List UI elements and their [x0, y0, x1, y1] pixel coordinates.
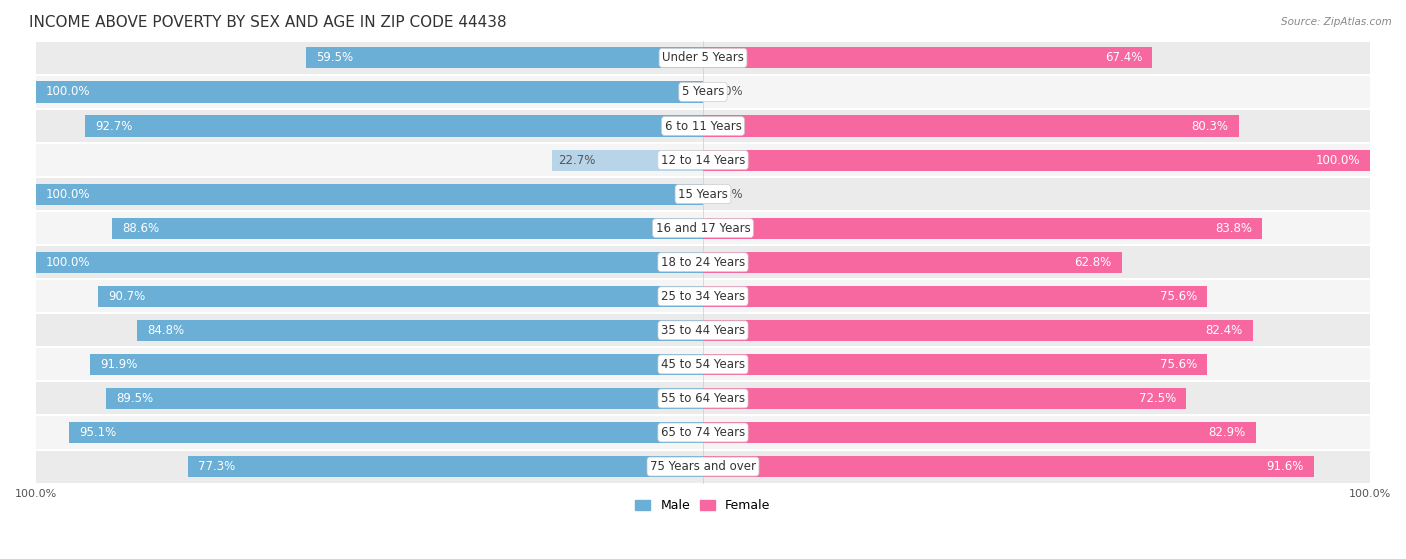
- Text: 91.9%: 91.9%: [100, 358, 138, 371]
- Text: 15 Years: 15 Years: [678, 188, 728, 201]
- Bar: [703, 149, 1369, 170]
- Bar: [703, 217, 1261, 239]
- Text: 100.0%: 100.0%: [1316, 154, 1360, 167]
- Bar: [37, 109, 1369, 143]
- Text: 92.7%: 92.7%: [94, 120, 132, 132]
- Text: 83.8%: 83.8%: [1215, 222, 1251, 235]
- Text: 25 to 34 Years: 25 to 34 Years: [661, 290, 745, 303]
- Bar: [84, 116, 703, 136]
- Text: 88.6%: 88.6%: [122, 222, 159, 235]
- Bar: [37, 280, 1369, 313]
- Text: 72.5%: 72.5%: [1139, 392, 1177, 405]
- Text: 67.4%: 67.4%: [1105, 51, 1143, 64]
- Bar: [90, 354, 703, 375]
- Text: INCOME ABOVE POVERTY BY SEX AND AGE IN ZIP CODE 44438: INCOME ABOVE POVERTY BY SEX AND AGE IN Z…: [30, 15, 508, 30]
- Bar: [703, 388, 1187, 409]
- Bar: [37, 211, 1369, 245]
- Bar: [703, 354, 1208, 375]
- Text: 77.3%: 77.3%: [197, 460, 235, 473]
- Bar: [37, 347, 1369, 381]
- Text: 90.7%: 90.7%: [108, 290, 145, 303]
- Text: Under 5 Years: Under 5 Years: [662, 51, 744, 64]
- Text: Source: ZipAtlas.com: Source: ZipAtlas.com: [1281, 17, 1392, 27]
- Text: 65 to 74 Years: 65 to 74 Years: [661, 426, 745, 439]
- Bar: [69, 422, 703, 443]
- Bar: [551, 149, 703, 170]
- Bar: [703, 48, 1153, 68]
- Text: 82.9%: 82.9%: [1209, 426, 1246, 439]
- Text: 62.8%: 62.8%: [1074, 255, 1112, 269]
- Text: 12 to 14 Years: 12 to 14 Years: [661, 154, 745, 167]
- Bar: [37, 245, 1369, 280]
- Text: 0.0%: 0.0%: [713, 188, 742, 201]
- Text: 84.8%: 84.8%: [148, 324, 184, 337]
- Text: 5 Years: 5 Years: [682, 86, 724, 98]
- Bar: [307, 48, 703, 68]
- Bar: [37, 313, 1369, 347]
- Text: 80.3%: 80.3%: [1191, 120, 1229, 132]
- Text: 82.4%: 82.4%: [1205, 324, 1243, 337]
- Text: 59.5%: 59.5%: [316, 51, 353, 64]
- Bar: [37, 41, 1369, 75]
- Text: 100.0%: 100.0%: [46, 86, 90, 98]
- Text: 75 Years and over: 75 Years and over: [650, 460, 756, 473]
- Text: 95.1%: 95.1%: [79, 426, 117, 439]
- Text: 91.6%: 91.6%: [1267, 460, 1303, 473]
- Bar: [703, 422, 1256, 443]
- Bar: [37, 177, 1369, 211]
- Text: 35 to 44 Years: 35 to 44 Years: [661, 324, 745, 337]
- Bar: [37, 143, 1369, 177]
- Text: 75.6%: 75.6%: [1160, 290, 1197, 303]
- Text: 6 to 11 Years: 6 to 11 Years: [665, 120, 741, 132]
- Bar: [703, 286, 1208, 307]
- Text: 89.5%: 89.5%: [117, 392, 153, 405]
- Bar: [105, 388, 703, 409]
- Text: 45 to 54 Years: 45 to 54 Years: [661, 358, 745, 371]
- Bar: [98, 286, 703, 307]
- Bar: [37, 381, 1369, 415]
- Bar: [187, 456, 703, 477]
- Text: 100.0%: 100.0%: [46, 188, 90, 201]
- Bar: [37, 82, 703, 102]
- Text: 18 to 24 Years: 18 to 24 Years: [661, 255, 745, 269]
- Bar: [37, 183, 703, 205]
- Bar: [703, 116, 1239, 136]
- Bar: [37, 415, 1369, 449]
- Text: 16 and 17 Years: 16 and 17 Years: [655, 222, 751, 235]
- Text: 0.0%: 0.0%: [713, 86, 742, 98]
- Bar: [112, 217, 703, 239]
- Bar: [37, 252, 703, 273]
- Bar: [138, 320, 703, 341]
- Text: 55 to 64 Years: 55 to 64 Years: [661, 392, 745, 405]
- Text: 75.6%: 75.6%: [1160, 358, 1197, 371]
- Legend: Male, Female: Male, Female: [630, 494, 776, 517]
- Bar: [37, 75, 1369, 109]
- Text: 100.0%: 100.0%: [46, 255, 90, 269]
- Bar: [703, 320, 1253, 341]
- Bar: [703, 252, 1122, 273]
- Bar: [37, 449, 1369, 484]
- Bar: [703, 456, 1313, 477]
- Text: 22.7%: 22.7%: [558, 154, 596, 167]
